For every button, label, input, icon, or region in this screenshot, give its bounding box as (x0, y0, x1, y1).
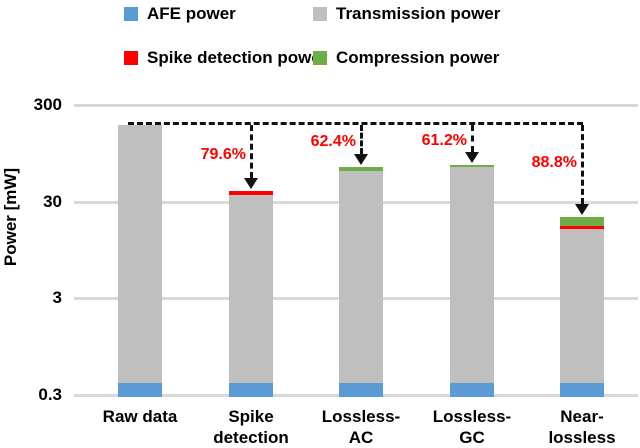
reduction-arrow-line-3 (470, 125, 474, 152)
x-category-label-3: Lossless- GC (432, 407, 512, 447)
gridline-300 (74, 103, 638, 107)
legend-label-afe-power: AFE power (147, 4, 236, 23)
spike-detection-power-swatch-icon (124, 51, 138, 65)
bar-segment-transmission-power-0 (118, 125, 162, 383)
reduction-percent-label-1: 79.6% (200, 145, 246, 163)
reduction-percent-label-4: 88.8% (531, 154, 577, 171)
bar-segment-afe-power-3 (450, 382, 494, 397)
y-tick-label-300: 300 (33, 94, 62, 114)
bar-segment-compression-power-4 (560, 217, 604, 226)
bar-segment-afe-power-4 (560, 382, 604, 397)
bar-segment-transmission-power-2 (339, 170, 383, 383)
reduction-arrow-line-4 (580, 125, 584, 205)
arrow-down-icon-2 (354, 153, 368, 165)
arrow-down-icon-3 (465, 151, 479, 163)
legend-label-compression-power: Compression power (336, 48, 500, 67)
y-axis-title: Power [mW] (1, 167, 20, 267)
bar-segment-afe-power-2 (339, 382, 383, 397)
bar-segment-compression-power-2 (339, 166, 383, 171)
y-tick-label-0.3: 0.3 (38, 385, 62, 404)
bar-segment-transmission-power-4 (560, 228, 604, 383)
y-tick-label-30: 30 (43, 191, 62, 211)
legend-item-transmission-power: Transmission power (313, 4, 500, 24)
x-category-label-4: Near- lossless (548, 407, 616, 447)
x-category-label-0: Raw data (102, 407, 178, 426)
bar-segment-transmission-power-3 (450, 167, 494, 383)
x-category-label-1: Spike detection (213, 407, 289, 447)
bar-segment-spike-detection-power-1 (229, 191, 273, 195)
legend-item-spike-detection-power: Spike detection power (124, 48, 327, 68)
legend-item-afe-power: AFE power (124, 4, 236, 24)
arrow-down-icon-1 (244, 178, 258, 190)
x-category-label-2: Lossless- AC (321, 407, 401, 447)
transmission-power-swatch-icon (313, 7, 327, 21)
afe-power-swatch-icon (124, 7, 138, 21)
reduction-percent-label-2: 62.4% (310, 133, 356, 151)
legend-item-compression-power: Compression power (313, 48, 499, 68)
y-tick-label-3: 3 (52, 288, 62, 308)
legend-label-spike-detection-power: Spike detection power (147, 48, 328, 67)
bar-segment-compression-power-3 (450, 164, 494, 168)
bar-segment-afe-power-0 (118, 382, 162, 397)
bar-segment-transmission-power-1 (229, 194, 273, 383)
bar-segment-spike-detection-power-4 (560, 226, 604, 229)
legend-label-transmission-power: Transmission power (336, 4, 501, 23)
bar-segment-afe-power-1 (229, 382, 273, 397)
arrow-down-icon-4 (575, 204, 589, 216)
reduction-arrow-line-1 (249, 125, 253, 179)
reduction-percent-label-3: 61.2% (421, 132, 467, 150)
reduction-arrow-line-2 (359, 125, 363, 154)
compression-power-swatch-icon (313, 51, 327, 65)
reference-dashed-line (128, 122, 583, 125)
